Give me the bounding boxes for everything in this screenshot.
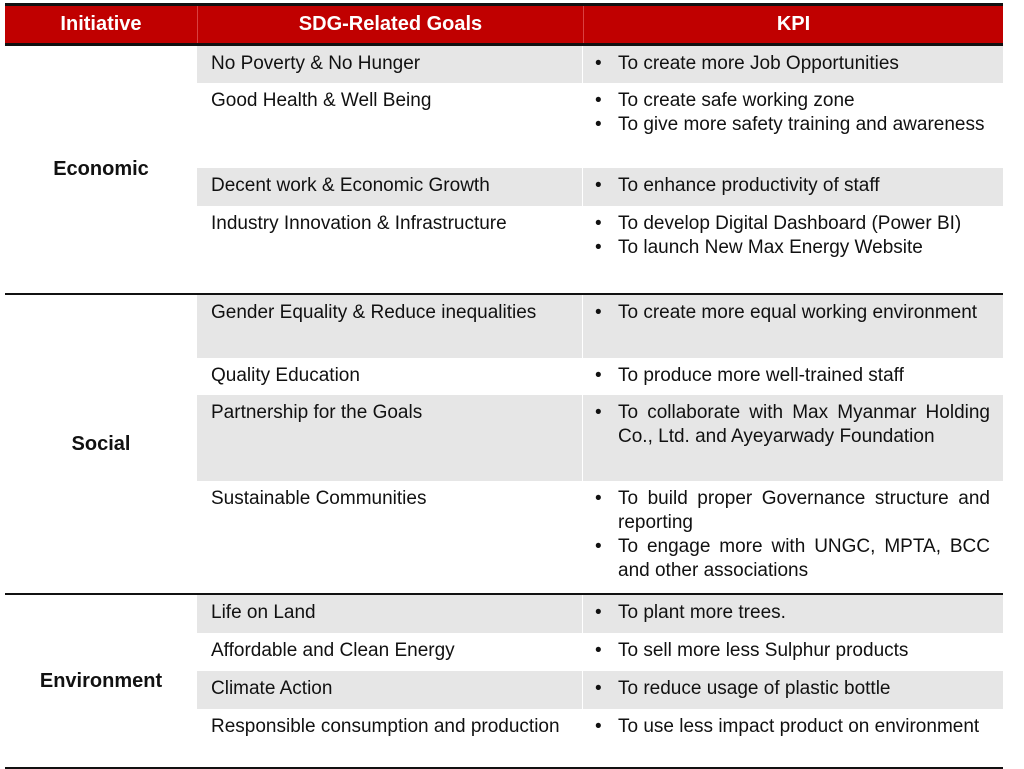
kpi-item: • To create more equal working environmen… (595, 301, 990, 325)
kpi-item: • To collaborate with Max Myanmar Holding… (595, 401, 990, 449)
initiative-label: Economic (53, 158, 149, 180)
table-row: Quality Education • To produce more well-t… (197, 358, 1003, 395)
bullet-icon: • (595, 237, 602, 258)
kpi-cell: • To plant more trees. (582, 595, 1003, 633)
header-kpi: KPI (583, 6, 1003, 43)
kpi-item: • To plant more trees. (595, 601, 990, 625)
kpi-cell: • To enhance productivity of staff (582, 168, 1003, 206)
goal-cell: Good Health & Well Being (211, 90, 432, 111)
kpi-text: To give more safety training and awarene… (618, 114, 985, 135)
kpi-item: • To sell more less Sulphur products (595, 639, 990, 663)
table-header: Initiative SDG-Related Goals KPI (5, 3, 1003, 46)
bullet-icon: • (595, 302, 602, 323)
initiative-label: Environment (39, 669, 163, 692)
bullet-icon: • (595, 602, 602, 623)
kpi-text: To develop Digital Dashboard (Power BI) (618, 213, 962, 234)
bullet-icon: • (595, 213, 602, 234)
bullet-icon: • (595, 114, 602, 135)
bullet-icon: • (595, 640, 602, 661)
group-social: Social Gender Equality & Reduce inequalit… (5, 295, 1003, 595)
kpi-item: • To create more Job Opportunities (595, 52, 990, 76)
kpi-item: • To enhance productivity of staff (595, 174, 990, 198)
kpi-item: • To develop Digital Dashboard (Power BI) (595, 212, 990, 236)
kpi-text: To create safe working zone (618, 90, 855, 111)
table-row: Affordable and Clean Energy • To sell more… (197, 633, 1003, 671)
group-economic: Economic No Poverty & No Hunger • To create… (5, 46, 1003, 295)
kpi-item: • To create safe working zone (595, 89, 990, 113)
kpi-cell: • To build proper Governance structure an… (582, 481, 1003, 593)
kpi-text: To engage more with UNGC, MPTA, BCC and … (618, 536, 990, 581)
kpi-cell: • To collaborate with Max Myanmar Holding… (582, 395, 1003, 481)
header-initiative: Initiative (60, 13, 142, 35)
kpi-text: To launch New Max Energy Website (618, 237, 923, 258)
table-row: Decent work & Economic Growth • To enhance… (197, 168, 1003, 206)
bullet-icon: • (595, 678, 602, 699)
bullet-icon: • (595, 488, 602, 509)
table-row: Sustainable Communities • To build proper … (197, 481, 1003, 593)
table-row: No Poverty & No Hunger • To create more Jo… (197, 46, 1003, 83)
kpi-text: To collaborate with Max Myanmar Holding … (618, 402, 990, 447)
kpi-item: • To use less impact product on environme… (595, 715, 990, 739)
bullet-icon: • (595, 175, 602, 196)
kpi-cell: • To produce more well-trained staff (582, 358, 1003, 395)
kpi-text: To build proper Governance structure and… (618, 488, 990, 533)
goal-cell: No Poverty & No Hunger (211, 53, 421, 74)
kpi-item: • To engage more with UNGC, MPTA, BCC and… (595, 535, 990, 583)
kpi-cell: • To develop Digital Dashboard (Power BI)… (582, 206, 1003, 293)
goal-cell: Decent work & Economic Growth (211, 175, 490, 196)
kpi-text: To create more equal working environment (618, 302, 978, 323)
goal-cell: Climate Action (211, 678, 333, 699)
kpi-item: • To launch New Max Energy Website (595, 236, 990, 260)
kpi-text: To reduce usage of plastic bottle (618, 678, 891, 699)
kpi-item: • To give more safety training and awaren… (595, 113, 990, 137)
initiative-label: Social (71, 432, 131, 455)
goal-cell: Life on Land (211, 602, 316, 623)
sdg-kpi-table: Initiative SDG-Related Goals KPI Economi… (5, 3, 1003, 769)
header-goals: SDG-Related Goals (197, 6, 583, 43)
kpi-text: To produce more well-trained staff (618, 365, 904, 386)
table-row: Industry Innovation & Infrastructure • To … (197, 206, 1003, 293)
table-row: Good Health & Well Being • To create safe … (197, 83, 1003, 168)
kpi-cell: • To create safe working zone • To give mor… (582, 83, 1003, 168)
table-row: Gender Equality & Reduce inequalities • To… (197, 295, 1003, 358)
kpi-text: To enhance productivity of staff (618, 175, 880, 196)
kpi-cell: • To sell more less Sulphur products (582, 633, 1003, 671)
goal-cell: Gender Equality & Reduce inequalities (211, 302, 537, 323)
kpi-item: • To reduce usage of plastic bottle (595, 677, 990, 701)
bullet-icon: • (595, 90, 602, 111)
kpi-item: • To produce more well-trained staff (595, 364, 990, 388)
goal-cell: Responsible consumption and production (211, 716, 560, 737)
goal-cell: Sustainable Communities (211, 488, 427, 509)
goal-cell: Quality Education (211, 365, 360, 386)
table-row: Responsible consumption and production • T… (197, 709, 1003, 767)
bullet-icon: • (595, 53, 602, 74)
bullet-icon: • (595, 536, 602, 557)
bullet-icon: • (595, 365, 602, 386)
kpi-text: To use less impact product on environmen… (618, 716, 980, 737)
table-row: Life on Land • To plant more trees. (197, 595, 1003, 633)
kpi-text: To sell more less Sulphur products (618, 640, 909, 661)
kpi-item: • To build proper Governance structure an… (595, 487, 990, 535)
kpi-text: To plant more trees. (618, 602, 786, 623)
goal-cell: Partnership for the Goals (211, 402, 423, 423)
group-environment: Environment Life on Land • To plant more tr… (5, 595, 1003, 769)
kpi-cell: • To use less impact product on environme… (582, 709, 1003, 767)
bullet-icon: • (595, 402, 602, 423)
goal-cell: Affordable and Clean Energy (211, 640, 455, 661)
kpi-text: To create more Job Opportunities (618, 53, 899, 74)
goal-cell: Industry Innovation & Infrastructure (211, 213, 507, 234)
kpi-cell: • To create more Job Opportunities (582, 46, 1003, 83)
table-row: Climate Action • To reduce usage of plasti… (197, 671, 1003, 709)
table-row: Partnership for the Goals • To collaborate… (197, 395, 1003, 481)
kpi-cell: • To reduce usage of plastic bottle (582, 671, 1003, 709)
kpi-cell: • To create more equal working environmen… (582, 295, 1003, 358)
bullet-icon: • (595, 716, 602, 737)
